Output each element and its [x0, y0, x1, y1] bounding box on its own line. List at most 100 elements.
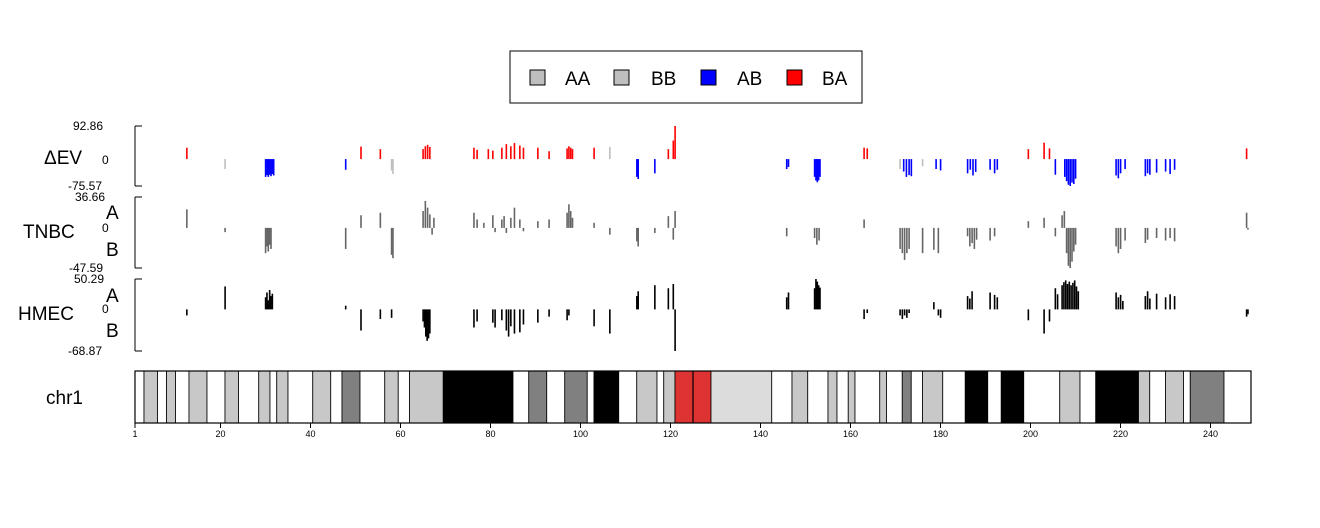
bar-tnbc-70 — [1067, 227, 1070, 266]
bar-dev-19 — [476, 149, 478, 160]
ideogram-band-44 — [910, 370, 923, 424]
bar-tnbc-71 — [1069, 227, 1071, 268]
ideogram-band-32 — [692, 370, 712, 424]
bar-dev-6 — [270, 159, 272, 177]
bar-hmec-71 — [1064, 280, 1067, 310]
bar-hmec-80 — [1117, 297, 1120, 310]
track-hmec-zero-label: 0 — [102, 302, 109, 316]
ideogram-band-26 — [593, 370, 620, 424]
ideogram-band-14 — [330, 370, 343, 424]
bar-dev-31 — [568, 146, 570, 160]
bar-tnbc-30 — [537, 221, 539, 228]
bar-hmec-54 — [908, 309, 910, 314]
bar-dev-63 — [989, 159, 991, 170]
bar-hmec-91 — [1247, 309, 1249, 315]
bar-tnbc-38 — [636, 227, 638, 242]
ideogram-band-30 — [663, 370, 676, 424]
bar-tnbc-46 — [816, 227, 818, 245]
bar-dev-59 — [966, 159, 969, 174]
bar-tnbc-62 — [989, 227, 991, 241]
bar-tnbc-55 — [933, 227, 935, 250]
ideogram-band-33 — [710, 370, 773, 424]
bar-hmec-8 — [344, 305, 347, 310]
legend-swatch-bb — [613, 69, 630, 86]
bar-hmec-12 — [422, 309, 424, 322]
bar-hmec-28 — [522, 309, 525, 325]
track-hmec-ymax-label: 50.29 — [74, 272, 104, 286]
bar-tnbc-10 — [390, 227, 393, 255]
ideogram-band-54 — [1138, 370, 1151, 424]
bar-hmec-36 — [637, 291, 639, 310]
bar-hmec-48 — [863, 309, 865, 320]
ideogram-band-17 — [384, 370, 399, 424]
legend-label-bb: BB — [651, 69, 676, 90]
bar-dev-65 — [996, 159, 999, 170]
bar-dev-13 — [392, 159, 394, 175]
bar-dev-83 — [1149, 159, 1151, 175]
bar-dev-45 — [815, 159, 817, 181]
bar-tnbc-29 — [522, 227, 525, 232]
bar-dev-4 — [267, 159, 270, 177]
bar-hmec-16 — [427, 309, 430, 339]
track-hmec-b-label: B — [106, 321, 119, 342]
bar-dev-62 — [974, 159, 977, 172]
bar-dev-22 — [501, 147, 503, 160]
bar-hmec-73 — [1068, 281, 1071, 310]
ideogram-band-21 — [512, 370, 530, 424]
bar-tnbc-20 — [483, 222, 485, 228]
ideogram-band-37 — [827, 370, 838, 424]
bar-dev-76 — [1074, 159, 1077, 179]
bar-hmec-21 — [494, 309, 496, 328]
bar-hmec-18 — [473, 309, 475, 328]
bar-dev-26 — [519, 145, 521, 160]
bar-tnbc-85 — [1245, 212, 1248, 228]
ideogram-band-43 — [901, 370, 912, 424]
bar-dev-2 — [264, 159, 267, 177]
bar-dev-67 — [1043, 142, 1045, 160]
bar-tnbc-9 — [379, 212, 382, 228]
bar-dev-36 — [636, 159, 638, 177]
ideogram-band-7 — [224, 370, 239, 424]
bar-dev-25 — [513, 143, 516, 160]
bar-hmec-7 — [271, 293, 274, 310]
ideogram-band-12 — [287, 370, 314, 424]
bar-dev-5 — [268, 159, 271, 175]
bar-hmec-40 — [674, 309, 676, 351]
bar-tnbc-3 — [266, 227, 268, 247]
bar-dev-12 — [390, 159, 393, 171]
bar-dev-61 — [972, 159, 974, 176]
ideogram-band-6 — [206, 370, 226, 424]
track-dev-bars — [186, 126, 1248, 186]
ideogram-band-53 — [1095, 370, 1139, 424]
bar-dev-34 — [593, 147, 595, 160]
legend-label-aa: AA — [565, 69, 591, 90]
bar-hmec-57 — [939, 309, 942, 318]
bar-tnbc-54 — [921, 227, 924, 254]
track-dev-zero-label: 0 — [102, 153, 109, 167]
bar-hmec-83 — [1144, 296, 1147, 310]
bar-hmec-69 — [1061, 285, 1063, 310]
bar-dev-23 — [505, 144, 508, 160]
bar-hmec-82 — [1122, 300, 1124, 310]
bar-tnbc-84 — [1173, 227, 1176, 242]
bar-tnbc-14 — [426, 207, 429, 228]
ideogram-band-51 — [1059, 370, 1081, 424]
bar-tnbc-73 — [1073, 227, 1075, 252]
ideogram-band-0 — [134, 370, 145, 424]
bar-hmec-27 — [519, 309, 521, 333]
bar-tnbc-72 — [1071, 227, 1073, 262]
bar-hmec-84 — [1146, 291, 1149, 310]
bar-dev-43 — [787, 159, 790, 167]
bar-dev-82 — [1146, 159, 1149, 174]
bar-dev-41 — [674, 126, 676, 160]
bar-hmec-42 — [787, 292, 790, 310]
ideogram-band-38 — [836, 370, 849, 424]
bar-hmec-63 — [996, 297, 999, 310]
bar-dev-69 — [1054, 159, 1057, 175]
bar-dev-3 — [266, 159, 268, 176]
bar-dev-66 — [1027, 149, 1030, 160]
bar-hmec-72 — [1066, 284, 1069, 310]
track-hmec-title: HMEC — [18, 304, 74, 325]
x-tick-label-5: 100 — [573, 429, 588, 439]
ideogram: chr1 1 20 40 60 80 100 120 140 160 180 200 220 240 — [46, 370, 1252, 439]
